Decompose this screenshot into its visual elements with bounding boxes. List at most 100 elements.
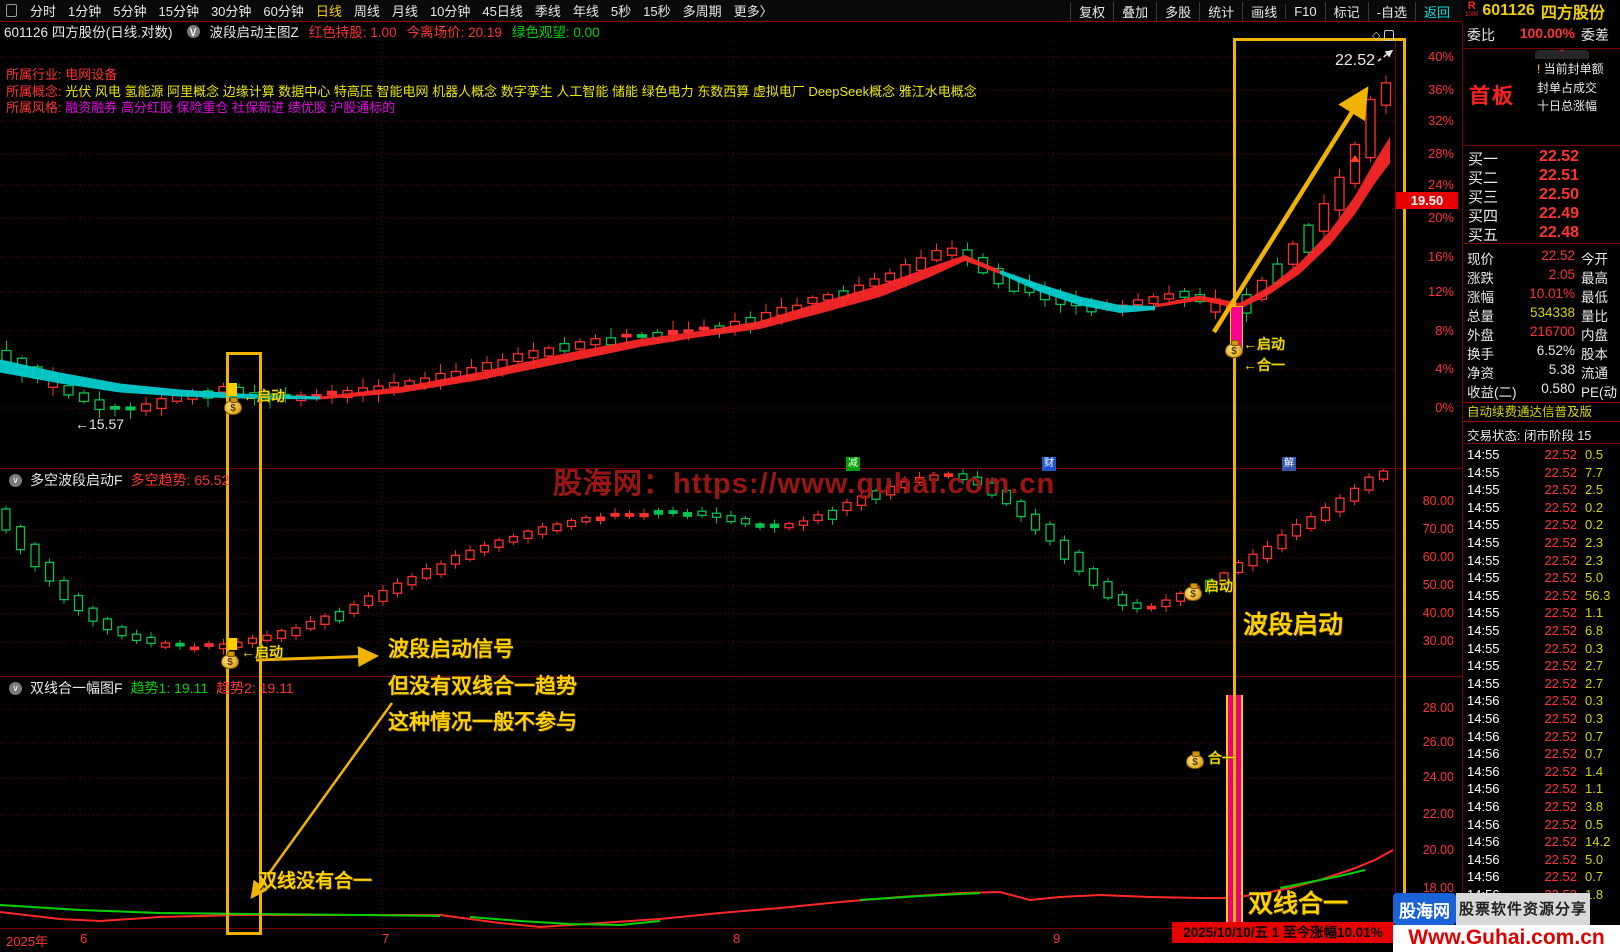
- toolbar-多股[interactable]: 多股: [1156, 1, 1199, 21]
- x-axis-label: 8: [733, 931, 741, 946]
- period-5秒[interactable]: 5秒: [610, 4, 632, 19]
- period-周线[interactable]: 周线: [353, 4, 380, 19]
- tick-time: 14:55: [1467, 447, 1500, 462]
- bid-label: 买三: [1468, 189, 1499, 206]
- tick-row[interactable]: 14:55 22.52 7.7: [1463, 465, 1620, 483]
- tick-row[interactable]: 14:55 22.52 0.2: [1463, 517, 1620, 535]
- diamond-icon[interactable]: ◇: [1372, 30, 1381, 42]
- tick-price: 22.52: [1544, 869, 1577, 885]
- event-badge-icon[interactable]: 财: [1042, 457, 1056, 471]
- tick-row[interactable]: 14:55 22.52 0.5: [1463, 447, 1620, 465]
- event-badge-icon[interactable]: 减: [846, 457, 860, 471]
- toolbar-复权[interactable]: 复权: [1070, 1, 1113, 21]
- period-分时[interactable]: 分时: [30, 4, 57, 19]
- tick-row[interactable]: 14:55 22.52 1.1: [1463, 605, 1620, 623]
- tick-time: 14:56: [1467, 763, 1500, 779]
- industry-value[interactable]: 电网设备: [65, 67, 118, 82]
- window-icon[interactable]: [6, 4, 17, 17]
- panel-divider: [0, 928, 1462, 929]
- tick-row[interactable]: 14:56 22.52 1.4: [1463, 764, 1620, 782]
- period-1分钟[interactable]: 1分钟: [68, 4, 102, 19]
- quote-label: 外盘: [1467, 328, 1494, 343]
- tick-row[interactable]: 14:56 22.52 0.7: [1463, 746, 1620, 764]
- chevron-down-icon[interactable]: ∨: [9, 473, 22, 487]
- toolbar-统计[interactable]: 统计: [1199, 1, 1242, 21]
- tick-time: 14:56: [1467, 693, 1500, 709]
- period-10分钟[interactable]: 10分钟: [429, 4, 471, 19]
- chevron-down-icon[interactable]: ∨: [9, 681, 22, 695]
- tick-row[interactable]: 14:56 22.52 0.5: [1463, 817, 1620, 835]
- tick-row[interactable]: 14:56 22.52 1.1: [1463, 781, 1620, 799]
- quote-row: 换手 6.52% 股本: [1463, 343, 1620, 362]
- period-45日线[interactable]: 45日线: [482, 4, 523, 19]
- period-多周期[interactable]: 多周期: [682, 4, 722, 19]
- tick-price: 22.52: [1544, 816, 1577, 832]
- panel3-title[interactable]: 双线合一幅图F: [30, 680, 123, 696]
- divider: [1463, 243, 1620, 244]
- tick-row[interactable]: 14:55 22.52 0.3: [1463, 641, 1620, 659]
- period-季线[interactable]: 季线: [534, 4, 561, 19]
- tick-row[interactable]: 14:55 22.52 2.5: [1463, 482, 1620, 500]
- tick-row[interactable]: 14:56 22.52 3.8: [1463, 799, 1620, 817]
- renewal-notice[interactable]: 自动续费通达信普及版: [1463, 402, 1620, 422]
- chevron-down-icon[interactable]: ∨: [186, 23, 200, 39]
- tick-row[interactable]: 14:55 22.52 2.7: [1463, 676, 1620, 694]
- collapse-chevron-icon[interactable]: ⌃: [1535, 49, 1589, 59]
- tick-row[interactable]: 14:55 22.52 0.2: [1463, 500, 1620, 518]
- weicha-label: 委差: [1581, 27, 1609, 43]
- quote-row: 外盘 216700 内盘: [1463, 324, 1620, 343]
- quote-label: 现价: [1467, 252, 1494, 267]
- toolbar--自选[interactable]: -自选: [1367, 1, 1415, 21]
- tick-row[interactable]: 14:55 22.52 2.3: [1463, 535, 1620, 553]
- quote-label: 净资: [1467, 366, 1494, 381]
- chart-info-line: 601126 四方股份(日线.对数) ∨ 波段启动主图Z 红色持股: 1.00 …: [0, 22, 1395, 40]
- tick-row[interactable]: 14:55 22.52 56.3: [1463, 588, 1620, 606]
- tick-row[interactable]: 14:56 22.52 0.7: [1463, 729, 1620, 747]
- panel2-big-label: 波段启动: [1243, 611, 1344, 639]
- toolbar-叠加[interactable]: 叠加: [1113, 1, 1156, 21]
- main-indicator-name[interactable]: 波段启动主图Z: [209, 25, 299, 40]
- window-icon[interactable]: [1384, 30, 1395, 41]
- toolbar-画线[interactable]: 画线: [1242, 1, 1285, 21]
- tick-row[interactable]: 14:55 22.52 5.0: [1463, 570, 1620, 588]
- period-15分钟[interactable]: 15分钟: [158, 4, 199, 19]
- dual-line-panel-chart[interactable]: [0, 676, 1395, 928]
- period-15秒[interactable]: 15秒: [643, 4, 671, 19]
- tick-row[interactable]: 14:56 22.52 0.3: [1463, 711, 1620, 729]
- panel-divider[interactable]: [0, 468, 1462, 469]
- quote-value: 2.05: [1548, 267, 1575, 282]
- tick-price: 22.52: [1544, 482, 1577, 498]
- concept-label: 所属概念:: [6, 84, 62, 99]
- seal-info-line: ! 当前封单额: [1537, 62, 1604, 76]
- weibi-label: 委比: [1467, 27, 1495, 43]
- toolbar-返回[interactable]: 返回: [1414, 1, 1458, 21]
- period-5分钟[interactable]: 5分钟: [113, 4, 147, 19]
- period-30分钟[interactable]: 30分钟: [210, 4, 252, 19]
- concept-values[interactable]: 光伏 风电 氢能源 阿里概念 边缘计算 数据中心 特高压 智能电网 机器人概念 …: [65, 84, 977, 99]
- stock-code: 601126: [1482, 2, 1535, 19]
- event-badge-icon[interactable]: 解: [1282, 457, 1296, 471]
- period-年线[interactable]: 年线: [572, 4, 599, 19]
- period-更多〉[interactable]: 更多〉: [733, 4, 773, 19]
- tick-row[interactable]: 14:56 22.52 14.2: [1463, 834, 1620, 852]
- tick-row[interactable]: 14:55 22.52 2.3: [1463, 553, 1620, 571]
- toolbar-F10[interactable]: F10: [1285, 3, 1324, 19]
- tick-row[interactable]: 14:56 22.52 0.7: [1463, 869, 1620, 887]
- tick-price: 22.52: [1544, 711, 1577, 726]
- period-日线[interactable]: 日线: [315, 4, 342, 19]
- tick-time: 14:55: [1467, 464, 1500, 480]
- tick-row[interactable]: 14:55 22.52 2.7: [1463, 658, 1620, 676]
- panel2-title[interactable]: 多空波段启动F: [30, 472, 123, 488]
- panel-divider[interactable]: [0, 676, 1462, 677]
- period-60分钟[interactable]: 60分钟: [263, 4, 304, 19]
- axis-tick-label: 22.00: [1422, 807, 1454, 821]
- style-values[interactable]: 融资融券 高分红股 保险重仓 社保新进 绩优股 沪股通标的: [65, 100, 396, 115]
- axis-tick-label: 26.00: [1422, 735, 1454, 749]
- tick-time: 14:55: [1467, 552, 1500, 568]
- tick-row[interactable]: 14:56 22.52 5.0: [1463, 852, 1620, 870]
- tick-row[interactable]: 14:55 22.52 6.8: [1463, 623, 1620, 641]
- tick-row[interactable]: 14:56 22.52 0.3: [1463, 693, 1620, 711]
- toolbar-标记[interactable]: 标记: [1324, 1, 1368, 21]
- right-toolbar: 复权 叠加 多股 统计 画线 F10 标记 -自选 返回: [1070, 0, 1458, 22]
- period-月线[interactable]: 月线: [391, 4, 418, 19]
